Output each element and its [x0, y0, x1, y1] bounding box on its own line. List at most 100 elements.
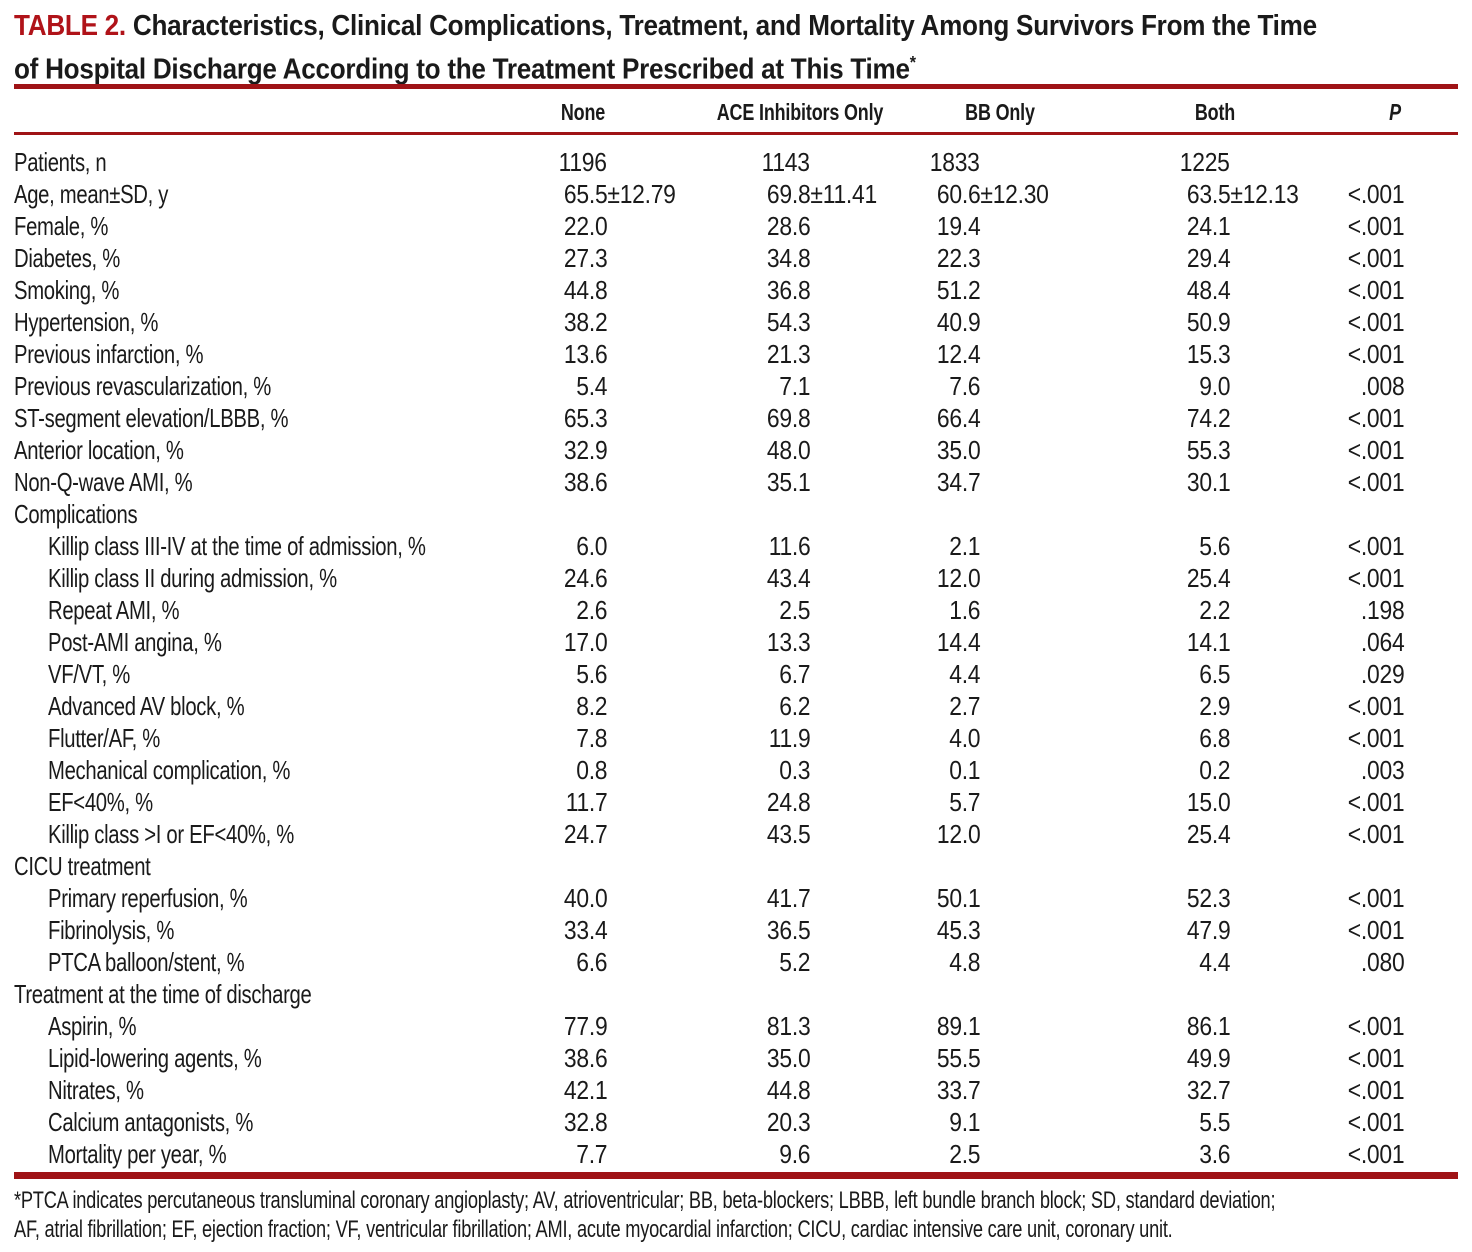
table-body: Patients, n 1196 1143 1833 1225 Age, mean±SD,…	[0, 146, 1472, 1170]
value-cell: 65.3	[563, 403, 608, 433]
value-cell: 9.0	[1198, 371, 1230, 401]
value-cell: 7.1	[778, 371, 810, 401]
value-cell: 2.5	[948, 1139, 980, 1169]
value-cell: 38.2	[563, 307, 608, 337]
value-cell: 34.7	[936, 467, 981, 497]
table-row: Flutter/AF, % 7.8 11.9 4.0 6.8 <.001	[0, 722, 1472, 754]
value-cell: 24.8	[766, 787, 811, 817]
footnote-marker: *	[909, 52, 916, 72]
bottom-rule	[14, 1172, 1458, 1179]
value-cell: 6.0	[575, 531, 607, 561]
value-cell: 35.0	[936, 435, 981, 465]
p-value-cell: <.001	[1347, 211, 1404, 241]
section-header-row: Treatment at the time of discharge	[0, 978, 1472, 1010]
value-cell: 7.7	[575, 1139, 607, 1169]
row-label: Previous infarction, %	[14, 339, 204, 369]
table-row: Patients, n 1196 1143 1833 1225	[0, 146, 1472, 178]
value-cell: 11.6	[768, 531, 810, 561]
table-row: Killip class >I or EF<40%, % 24.7 43.5 12.0…	[0, 818, 1472, 850]
table-title-text-1: Characteristics, Clinical Complications,…	[132, 10, 1317, 42]
value-cell: 4.8	[948, 947, 980, 977]
table-row: EF<40%, % 11.7 24.8 5.7 15.0 <.001	[0, 786, 1472, 818]
p-value-cell: <.001	[1347, 243, 1404, 273]
value-cell: 12.0	[936, 819, 981, 849]
table-row: VF/VT, % 5.6 6.7 4.4 6.5 .029	[0, 658, 1472, 690]
value-cell: 32.9	[563, 435, 608, 465]
table-row: Mechanical complication, % 0.8 0.3 0.1 0.2 .0…	[0, 754, 1472, 786]
table-number-label: TABLE 2.	[14, 10, 126, 42]
row-label: Advanced AV block, %	[48, 691, 245, 721]
row-label: Previous revascularization, %	[14, 371, 271, 401]
p-value-cell: <.001	[1347, 691, 1404, 721]
value-cell: 44.8	[563, 275, 608, 305]
value-cell: 4.4	[1198, 947, 1230, 977]
table-row: Killip class II during admission, % 24.6 4…	[0, 562, 1472, 594]
p-value-cell: <.001	[1347, 883, 1404, 913]
value-cell: 2.5	[778, 595, 810, 625]
value-cell: 13.3	[766, 627, 811, 657]
p-value-cell: .003	[1360, 755, 1405, 785]
value-cell: 86.1	[1186, 1011, 1231, 1041]
value-cell: 6.2	[778, 691, 810, 721]
p-value-cell: .029	[1360, 659, 1405, 689]
row-label: Aspirin, %	[48, 1011, 137, 1041]
row-label: Patients, n	[14, 147, 107, 177]
value-cell: 2.9	[1198, 691, 1230, 721]
value-cell: 32.7	[1186, 1075, 1231, 1105]
value-cell: 1196	[558, 147, 607, 177]
value-cell: 32.8	[563, 1107, 608, 1137]
value-cell: 13.6	[563, 339, 608, 369]
p-value-cell: <.001	[1347, 1107, 1404, 1137]
row-label: Fibrinolysis, %	[48, 915, 175, 945]
row-label: ST-segment elevation/LBBB, %	[14, 403, 289, 433]
sd-value: ±12.79	[607, 179, 676, 209]
value-cell: 3.6	[1198, 1139, 1230, 1169]
p-value-cell: <.001	[1347, 1139, 1404, 1169]
value-cell: 89.1	[936, 1011, 981, 1041]
row-label: PTCA balloon/stent, %	[48, 947, 245, 977]
value-cell: 15.0	[1186, 787, 1231, 817]
value-cell: 1833	[930, 147, 980, 177]
column-header-both: Both	[1194, 99, 1236, 125]
value-cell: 35.1	[766, 467, 811, 497]
value-cell: 24.7	[563, 819, 608, 849]
value-cell: 36.5	[766, 915, 811, 945]
value-cell: 28.6	[766, 211, 811, 241]
value-cell: 7.6	[948, 371, 980, 401]
value-cell: 43.4	[766, 563, 811, 593]
p-value-cell: <.001	[1347, 787, 1404, 817]
value-cell: 5.5	[1198, 1107, 1230, 1137]
p-value-cell: <.001	[1347, 723, 1404, 753]
p-value-cell: <.001	[1347, 307, 1404, 337]
sd-value: ±12.30	[980, 179, 1049, 209]
value-cell: 43.5	[766, 819, 811, 849]
value-cell: 30.1	[1186, 467, 1231, 497]
row-label: Flutter/AF, %	[48, 723, 161, 753]
value-cell: 34.8	[766, 243, 811, 273]
value-cell: 48.0	[766, 435, 811, 465]
value-cell: 11.9	[768, 723, 810, 753]
value-cell: 50.1	[936, 883, 981, 913]
value-cell: 60.6 ±12.30	[936, 179, 1049, 209]
value-cell: 44.8	[766, 1075, 811, 1105]
value-cell: 69.8	[766, 403, 811, 433]
value-cell: 45.3	[936, 915, 981, 945]
value-cell: 41.7	[766, 883, 811, 913]
value-cell: 12.0	[936, 563, 981, 593]
value-cell: 38.6	[563, 467, 608, 497]
value-cell: 69.8 ±11.41	[766, 179, 877, 209]
value-cell: 66.4	[936, 403, 981, 433]
value-cell: 19.4	[936, 211, 981, 241]
column-header-bb-only: BB Only	[965, 99, 1035, 125]
table-row: Previous infarction, % 13.6 21.3 12.4 15.3 <.…	[0, 338, 1472, 370]
p-value-cell: <.001	[1347, 531, 1404, 561]
table-row: ST-segment elevation/LBBB, % 65.3 69.8 66.4…	[0, 402, 1472, 434]
value-cell: 21.3	[766, 339, 811, 369]
p-value-cell: <.001	[1347, 915, 1404, 945]
value-cell: 5.2	[778, 947, 810, 977]
value-cell: 6.8	[1198, 723, 1230, 753]
value-cell: 8.2	[575, 691, 607, 721]
table-title-line-2: of Hospital Discharge According to the T…	[14, 44, 1317, 88]
value-cell: 14.4	[936, 627, 981, 657]
value-cell: 0.8	[575, 755, 607, 785]
